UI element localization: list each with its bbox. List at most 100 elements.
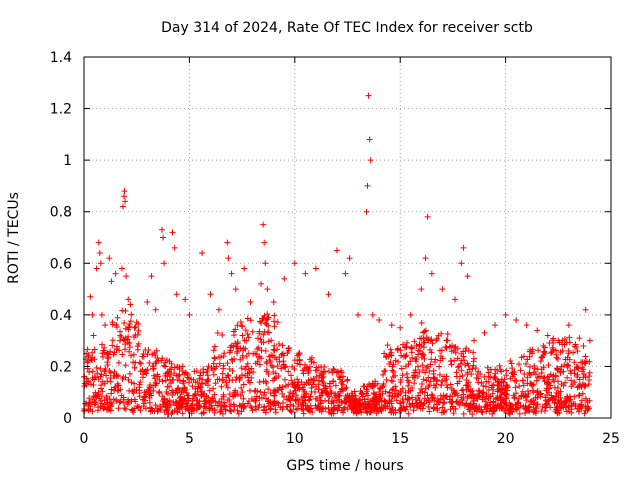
cloud-point xyxy=(377,385,384,392)
cloud-point xyxy=(196,375,203,382)
cloud-point xyxy=(267,390,274,397)
cloud-point xyxy=(535,347,542,354)
x-axis-label: GPS time / hours xyxy=(286,458,403,474)
cloud-point xyxy=(248,374,255,381)
data-point xyxy=(388,322,395,329)
cloud-point xyxy=(90,382,97,389)
cloud-point xyxy=(318,392,325,399)
cloud-point xyxy=(436,399,443,406)
cloud-point xyxy=(334,407,341,414)
cloud-point xyxy=(182,387,189,394)
cloud-point xyxy=(86,369,93,376)
cloud-point xyxy=(547,404,554,411)
cloud-point xyxy=(159,355,166,362)
cloud-point xyxy=(280,362,287,369)
cloud-point xyxy=(412,396,419,403)
cloud-point xyxy=(194,397,201,404)
cloud-point xyxy=(557,369,564,376)
data-point xyxy=(364,182,371,189)
data-point xyxy=(460,244,467,251)
cloud-point xyxy=(413,400,420,407)
cloud-point xyxy=(153,347,160,354)
cloud-point xyxy=(566,356,573,363)
plot-frame xyxy=(83,56,612,419)
cloud-point xyxy=(411,374,418,381)
cloud-point xyxy=(270,377,277,384)
x-tick-label: 5 xyxy=(185,431,194,447)
cloud-point xyxy=(553,406,560,413)
cloud-point xyxy=(524,356,531,363)
cloud-point xyxy=(460,348,467,355)
cloud-point xyxy=(242,327,249,334)
cloud-point xyxy=(536,373,543,380)
cloud-point xyxy=(306,407,313,414)
cloud-point xyxy=(428,356,435,363)
data-points xyxy=(81,92,593,418)
cloud-point xyxy=(271,392,278,399)
data-point xyxy=(576,335,583,342)
cloud-point xyxy=(484,364,491,371)
cloud-point xyxy=(168,366,175,373)
cloud-point xyxy=(149,407,156,414)
cloud-point xyxy=(468,388,475,395)
cloud-point xyxy=(106,368,113,375)
cloud-point xyxy=(168,371,175,378)
cloud-point xyxy=(573,344,580,351)
cloud-point xyxy=(586,369,593,376)
cloud-point xyxy=(162,377,169,384)
cloud-point xyxy=(222,406,229,413)
cloud-point xyxy=(277,384,284,391)
cloud-point xyxy=(197,384,204,391)
cloud-point xyxy=(465,379,472,386)
cloud-point xyxy=(509,402,516,409)
cloud-point xyxy=(351,405,358,412)
cloud-point xyxy=(252,360,259,367)
data-point xyxy=(215,306,222,313)
cloud-point xyxy=(516,383,523,390)
cloud-point xyxy=(490,408,497,415)
cloud-point xyxy=(89,349,96,356)
cloud-point xyxy=(564,374,571,381)
cloud-point xyxy=(117,398,124,405)
cloud-point xyxy=(534,401,541,408)
cloud-point xyxy=(545,397,552,404)
cloud-point xyxy=(122,346,129,353)
cloud-point xyxy=(234,390,241,397)
cloud-point xyxy=(352,392,359,399)
cloud-point xyxy=(224,360,231,367)
cloud-point xyxy=(475,393,482,400)
cloud-point xyxy=(405,410,412,417)
cloud-point xyxy=(272,406,279,413)
cloud-point xyxy=(205,376,212,383)
cloud-point xyxy=(256,401,263,408)
cloud-point xyxy=(178,388,185,395)
cloud-point xyxy=(345,395,352,402)
cloud-point xyxy=(410,407,417,414)
cloud-point xyxy=(226,349,233,356)
cloud-point xyxy=(101,380,108,387)
cloud-point xyxy=(494,367,501,374)
cloud-point xyxy=(498,368,505,375)
x-tick-label: 0 xyxy=(80,431,89,447)
cloud-point xyxy=(390,369,397,376)
cloud-point xyxy=(397,400,404,407)
cloud-point xyxy=(122,307,129,314)
cloud-point xyxy=(304,406,311,413)
cloud-point xyxy=(422,369,429,376)
cloud-point xyxy=(438,382,445,389)
cloud-point xyxy=(121,405,128,412)
cloud-point xyxy=(184,400,191,407)
cloud-point xyxy=(409,394,416,401)
cloud-point xyxy=(514,400,521,407)
cloud-point xyxy=(557,388,564,395)
cloud-point xyxy=(285,381,292,388)
y-tick-label: 0.8 xyxy=(50,205,72,221)
cloud-point xyxy=(374,399,381,406)
cloud-point xyxy=(94,391,101,398)
cloud-point xyxy=(547,371,554,378)
cloud-point xyxy=(586,397,593,404)
cloud-point xyxy=(387,346,394,353)
cloud-point xyxy=(419,405,426,412)
cloud-point xyxy=(238,322,245,329)
cloud-point xyxy=(338,367,345,374)
